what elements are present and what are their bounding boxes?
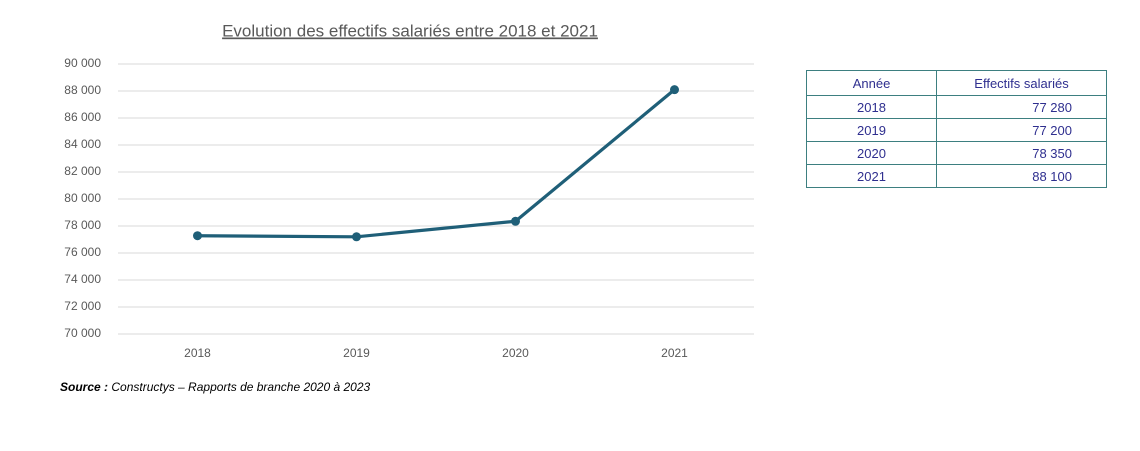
y-tick-label: 78 000 [64,218,101,232]
header-row: Année Effectifs salariés [806,70,1107,96]
source-label: Source : [60,380,109,394]
y-tick-label: 86 000 [64,110,101,124]
y-tick-label: 76 000 [64,245,101,259]
y-tick-label: 72 000 [64,299,101,313]
row: 2019 77 200 [806,118,1107,142]
x-tick-label: 2020 [502,346,529,360]
cell: 2019 [806,118,937,142]
chart: Evolution des effectifs salariés entre 2… [64,21,754,360]
y-tick-label: 88 000 [64,83,101,97]
cell: 77 280 [936,95,1107,119]
x-tick-label: 2021 [661,346,688,360]
column-header: Année [806,70,937,96]
point [193,231,202,241]
x-tick-label: 2018 [184,346,211,360]
data-table: Année Effectifs salariés 2018 77 280 2019 7… [806,70,1107,188]
y-tick-label: 74 000 [64,272,101,286]
cell: 2020 [806,141,937,165]
x-tick-label: 2019 [343,346,370,360]
cell: 88 100 [936,164,1107,188]
y-tick-label: 82 000 [64,164,101,178]
line [197,88,676,239]
point [670,85,679,95]
cell: 78 350 [936,141,1107,165]
y-tick-label: 90 000 [64,56,101,70]
chart-title: Evolution des effectifs salariés entre 2… [222,21,598,40]
source-text: Constructys – Rapports de branche 2020 à… [111,380,371,394]
y-tick-label: 84 000 [64,137,101,151]
cell: 77 200 [936,118,1107,142]
point [511,216,520,226]
column-header: Effectifs salariés [936,70,1107,96]
cell: 2021 [806,164,937,188]
y-tick-label: 80 000 [64,191,101,205]
cell: 2018 [806,95,937,119]
source: Source : Constructys – Rapports de branc… [60,380,370,394]
row: 2020 78 350 [806,141,1107,165]
y-tick-label: 70 000 [64,326,101,340]
point [352,232,361,242]
row: 2021 88 100 [806,164,1107,188]
row: 2018 77 280 [806,95,1107,119]
